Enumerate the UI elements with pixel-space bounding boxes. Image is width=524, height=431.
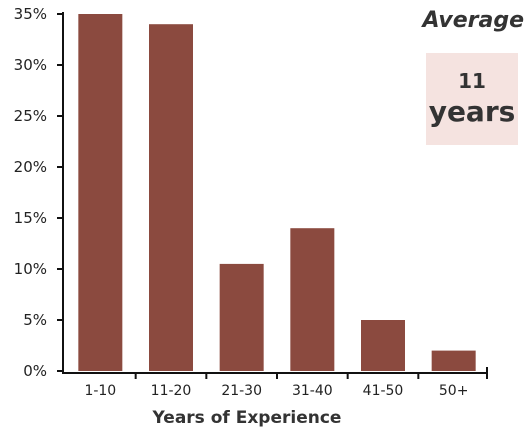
y-tick-label: 15% xyxy=(14,209,47,227)
y-axis: 0% 5% 10% 15% 20% 25% 30% 35% xyxy=(14,5,64,380)
x-tick-label: 21-30 xyxy=(221,383,262,399)
y-tick-label: 30% xyxy=(14,56,47,74)
bar xyxy=(219,263,264,371)
x-tick-label: 11-20 xyxy=(151,383,192,399)
x-tick-label: 31-40 xyxy=(292,383,333,399)
average-title: Average xyxy=(422,8,524,33)
average-value: 11 xyxy=(458,69,486,93)
bars-group xyxy=(78,14,476,371)
bar xyxy=(290,228,335,371)
x-tick-label: 50+ xyxy=(439,383,469,399)
bar xyxy=(361,320,405,371)
average-unit: years xyxy=(428,95,516,128)
y-tick-label: 35% xyxy=(14,5,47,23)
y-tick-label: 0% xyxy=(23,362,47,380)
x-axis: 1-10 11-20 21-30 31-40 41-50 50+ xyxy=(62,367,488,399)
bar xyxy=(78,14,123,371)
y-tick-label: 5% xyxy=(23,311,47,329)
y-tick-label: 10% xyxy=(14,260,47,278)
x-tick-label: 41-50 xyxy=(363,383,404,399)
bar xyxy=(149,24,193,371)
bar xyxy=(431,350,476,371)
y-tick-label: 20% xyxy=(14,158,47,176)
x-axis-title: Years of Experience xyxy=(152,408,342,428)
x-tick-label: 1-10 xyxy=(84,383,116,399)
average-box: 11 years xyxy=(426,53,518,145)
y-tick-label: 25% xyxy=(14,107,47,125)
